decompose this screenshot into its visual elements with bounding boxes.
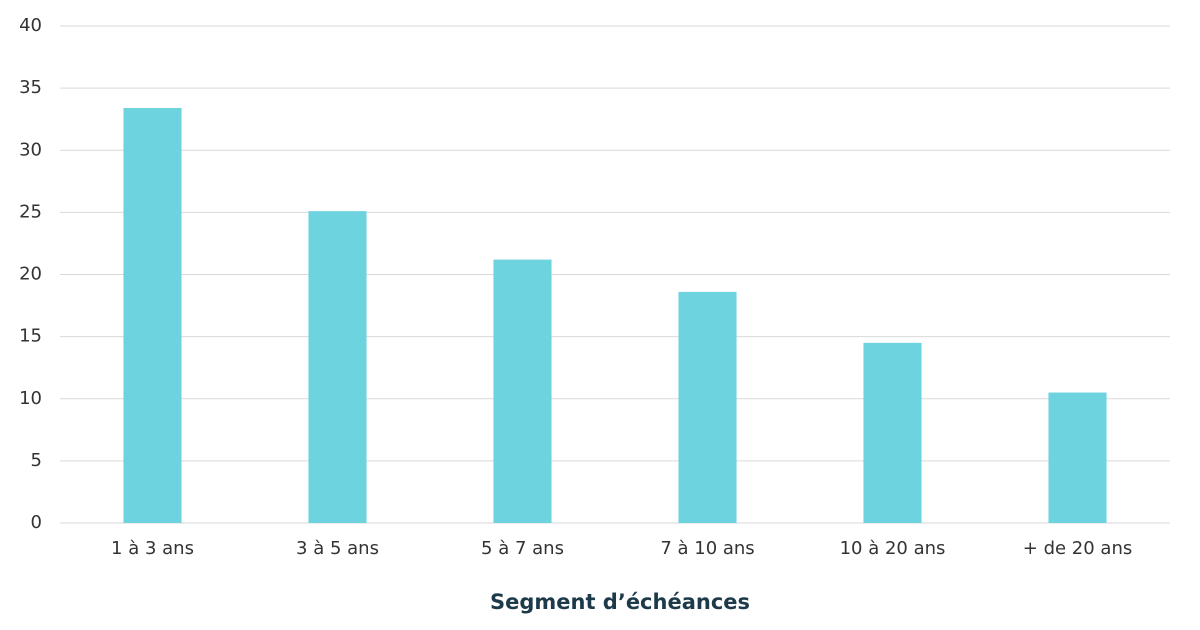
y-tick-label: 35 xyxy=(19,77,42,98)
bar xyxy=(863,342,922,523)
y-tick-label: 40 xyxy=(19,15,42,36)
y-tick-label: 5 xyxy=(31,450,42,471)
bar xyxy=(308,211,367,523)
x-tick-label: 5 à 7 ans xyxy=(481,538,564,559)
y-tick-label: 0 xyxy=(31,512,42,533)
y-tick-label: 10 xyxy=(19,388,42,409)
bar xyxy=(123,108,182,523)
bar xyxy=(493,259,552,523)
y-tick-label: 15 xyxy=(19,326,42,347)
bar xyxy=(678,291,737,523)
y-tick-label: 30 xyxy=(19,139,42,160)
x-tick-label: 1 à 3 ans xyxy=(111,538,194,559)
x-tick-label: 7 à 10 ans xyxy=(660,538,754,559)
bar xyxy=(1048,392,1107,523)
x-tick-label: + de 20 ans xyxy=(1023,538,1132,559)
x-tick-label: 3 à 5 ans xyxy=(296,538,379,559)
x-axis-title: Segment d’échéances xyxy=(490,590,750,614)
x-tick-label: 10 à 20 ans xyxy=(840,538,946,559)
y-tick-label: 25 xyxy=(19,201,42,222)
y-tick-label: 20 xyxy=(19,264,42,285)
